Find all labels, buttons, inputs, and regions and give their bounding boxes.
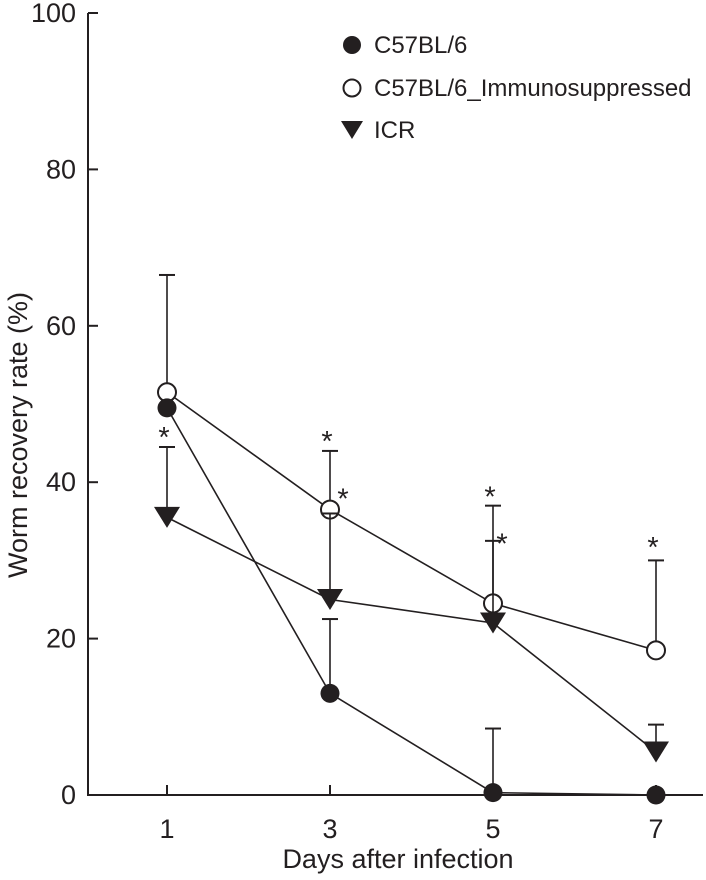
y-axis-title: Worm recovery rate (%): [3, 292, 33, 578]
series-line-c57bl-6: [166, 407, 657, 796]
marker-filled-triangle-icr: [317, 589, 343, 610]
marker-filled-circle-c57bl-6: [646, 785, 666, 805]
legend-label-c57bl6: C57BL/6: [374, 32, 467, 59]
marker-filled-circle-c57bl-6: [320, 683, 340, 703]
marker-filled-triangle-icr: [480, 612, 506, 634]
legend-marker-filled-triangle-icon: [341, 121, 363, 139]
significance-asterisk: *: [337, 484, 348, 516]
x-tick-label: 7: [648, 814, 663, 844]
marker-filled-triangle-icr: [154, 506, 180, 528]
significance-asterisk: *: [647, 532, 658, 564]
series-line-c57bl-6-immunosuppressed: [166, 391, 657, 652]
legend-marker-filled-circle-icon: [343, 36, 361, 54]
y-tick-label: 80: [46, 154, 76, 184]
significance-asterisk: *: [484, 481, 495, 513]
y-tick-label: 40: [46, 467, 76, 497]
legend-label-c57bl6-immunosuppressed: C57BL/6_Immunosuppressed: [374, 75, 692, 102]
x-tick-label: 1: [159, 814, 174, 844]
marker-filled-circle-c57bl-6: [483, 783, 503, 803]
marker-open-circle-c57bl-6-immunosuppressed: [646, 640, 666, 661]
y-tick-label: 60: [46, 311, 76, 341]
y-tick-label: 0: [61, 780, 76, 810]
marker-filled-triangle-icr: [643, 741, 669, 763]
significance-asterisk: *: [158, 422, 169, 454]
y-tick-label: 100: [31, 0, 76, 28]
legend-marker-open-circle-icon: [342, 78, 362, 98]
y-tick-label: 20: [46, 624, 76, 654]
x-tick-label: 5: [485, 814, 500, 844]
x-tick-label: 3: [322, 814, 337, 844]
significance-asterisk: *: [496, 528, 507, 560]
series-line-icr: [166, 516, 657, 753]
marker-filled-circle-c57bl-6: [157, 398, 177, 418]
legend: C57BL/6 C57BL/6_Immunosuppressed ICR: [341, 32, 692, 144]
significance-asterisk: *: [321, 426, 332, 458]
legend-label-icr: ICR: [374, 117, 415, 144]
x-axis-title: Days after infection: [282, 844, 513, 874]
